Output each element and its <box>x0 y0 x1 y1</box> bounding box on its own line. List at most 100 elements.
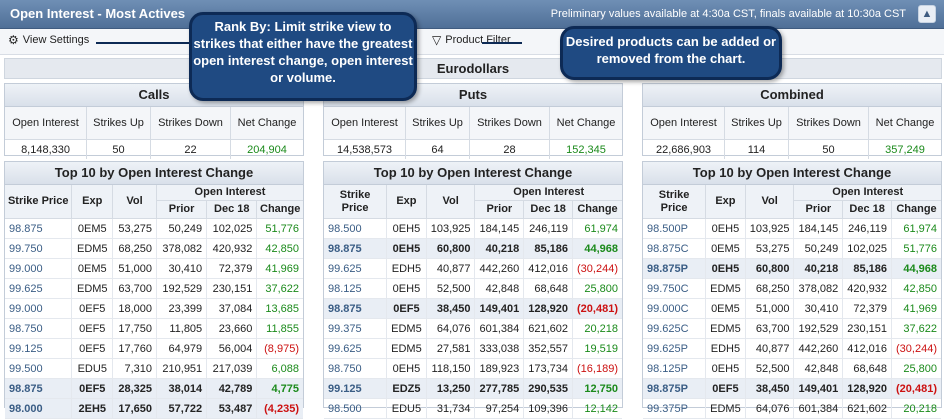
current-cell: 246,119 <box>523 218 574 239</box>
current-cell: 246,119 <box>842 218 893 239</box>
vol-cell: 38,450 <box>745 378 795 399</box>
strike-cell: 99.625C <box>643 318 707 339</box>
current-cell: 56,004 <box>206 338 258 359</box>
window-titlebar: Open Interest - Most Actives Preliminary… <box>0 0 944 29</box>
current-header: Dec 18 <box>206 200 258 219</box>
change-cell: 51,776 <box>891 238 941 259</box>
exp-header: Exp <box>705 185 746 219</box>
exp-cell: EDH5 <box>386 258 427 279</box>
view-settings-button[interactable]: ⚙ View Settings <box>8 33 89 47</box>
strike-cell: 99.125 <box>5 338 73 359</box>
change-cell: 44,968 <box>891 258 941 279</box>
table-row: 99.000 0EF5 18,000 23,399 37,084 13,685 <box>5 298 303 319</box>
exp-cell: 0EM5 <box>705 238 746 259</box>
prior-cell: 442,260 <box>793 338 844 359</box>
current-cell: 102,025 <box>842 238 893 259</box>
summary-title: Combined <box>643 84 941 107</box>
change-cell: 12,750 <box>572 378 622 399</box>
table-row: 99.375 EDM5 64,076 601,384 621,602 20,218 <box>324 318 622 339</box>
change-cell: 25,800 <box>891 358 941 379</box>
table-row: 99.625 EDM5 27,581 333,038 352,557 19,519 <box>324 338 622 359</box>
change-cell: 42,850 <box>256 238 303 259</box>
table-row: 99.125 0EF5 17,760 64,979 56,004 (8,975) <box>5 338 303 359</box>
table-row: 99.000C 0EM5 51,000 30,410 72,379 41,969 <box>643 298 941 319</box>
current-cell: 230,151 <box>206 278 258 299</box>
table-row: 99.750 EDM5 68,250 378,082 420,932 42,850 <box>5 238 303 259</box>
prior-cell: 64,979 <box>156 338 208 359</box>
strike-cell: 99.375P <box>643 398 707 419</box>
strike-cell: 99.000C <box>643 298 707 319</box>
strike-cell: 99.125 <box>324 378 388 399</box>
exp-cell: 0EF5 <box>705 378 746 399</box>
exp-cell: 0EF5 <box>71 318 114 339</box>
vol-cell: 68,250 <box>112 238 157 259</box>
summary-table: Open Interest Strikes Up Strikes Down Net C… <box>324 107 622 159</box>
change-cell: (8,975) <box>256 338 303 359</box>
prior-cell: 30,410 <box>156 258 208 279</box>
summary-col-header: Open Interest <box>5 107 88 140</box>
change-cell: 42,850 <box>891 278 941 299</box>
current-cell: 173,734 <box>523 358 574 379</box>
change-cell: (30,244) <box>572 258 622 279</box>
current-cell: 42,789 <box>206 378 258 399</box>
vol-cell: 64,076 <box>426 318 476 339</box>
current-header: Dec 18 <box>523 200 574 219</box>
exp-cell: EDM5 <box>386 318 427 339</box>
vol-cell: 18,000 <box>112 298 157 319</box>
exp-cell: 0EH5 <box>386 278 427 299</box>
summary-value: 50 <box>788 139 870 159</box>
top10-title: Top 10 by Open Interest Change <box>5 162 303 185</box>
vol-cell: 60,800 <box>745 258 795 279</box>
current-cell: 420,932 <box>842 278 893 299</box>
current-cell: 53,487 <box>206 398 258 419</box>
vol-cell: 52,500 <box>745 358 795 379</box>
change-cell: 19,519 <box>572 338 622 359</box>
strike-cell: 98.500P <box>643 218 707 239</box>
vol-cell: 17,750 <box>112 318 157 339</box>
exp-cell: 0EM5 <box>705 298 746 319</box>
products-callout-text: Desired products can be added or removed… <box>565 34 777 66</box>
strike-price-header: Strike Price <box>5 185 73 219</box>
rank-callout-arrow <box>96 42 192 44</box>
prior-header: Prior <box>474 200 525 219</box>
current-cell: 72,379 <box>842 298 893 319</box>
table-row: 99.625 EDH5 40,877 442,260 412,016 (30,244) <box>324 258 622 279</box>
summary-value: 22,686,903 <box>643 139 726 159</box>
strike-cell: 99.000 <box>5 298 73 319</box>
prior-cell: 57,722 <box>156 398 208 419</box>
chevron-up-icon[interactable]: ▲ <box>918 5 936 23</box>
prior-header: Prior <box>793 200 844 219</box>
rank-by-callout-text: Rank By: Limit strike view to strikes th… <box>193 19 413 85</box>
vol-cell: 52,500 <box>426 278 476 299</box>
table-row: 99.750C EDM5 68,250 378,082 420,932 42,850 <box>643 278 941 299</box>
change-cell: 61,974 <box>891 218 941 239</box>
vol-cell: 27,581 <box>426 338 476 359</box>
top10-title: Top 10 by Open Interest Change <box>324 162 622 185</box>
exp-cell: EDM5 <box>705 318 746 339</box>
exp-cell: EDM5 <box>386 338 427 359</box>
current-cell: 420,932 <box>206 238 258 259</box>
strike-cell: 98.875 <box>324 298 388 319</box>
vol-cell: 63,700 <box>745 318 795 339</box>
table-row: 99.125 EDZ5 13,250 277,785 290,535 12,750 <box>324 378 622 399</box>
current-cell: 85,186 <box>842 258 893 279</box>
change-cell: 12,142 <box>572 398 622 419</box>
product-filter-button[interactable]: ▽ Product Filter <box>432 33 511 47</box>
strike-cell: 98.875P <box>643 258 707 279</box>
prior-cell: 40,218 <box>793 258 844 279</box>
view-settings-label: View Settings <box>22 34 90 46</box>
open-interest-header: Open Interest <box>474 185 622 201</box>
summary-table: Open Interest Strikes Up Strikes Down Net C… <box>5 107 303 159</box>
prior-cell: 210,951 <box>156 358 208 379</box>
vol-cell: 17,760 <box>112 338 157 359</box>
change-cell: (20,481) <box>891 378 941 399</box>
vol-cell: 64,076 <box>745 398 795 419</box>
change-cell: 41,969 <box>891 298 941 319</box>
change-cell: (4,235) <box>256 398 303 419</box>
summary-col-header: Strikes Down <box>788 107 870 140</box>
change-cell: 61,974 <box>572 218 622 239</box>
prior-cell: 11,805 <box>156 318 208 339</box>
combined-summary-panel: Combined Open Interest Strikes Up Strikes D… <box>642 83 942 159</box>
table-row: 99.500 EDU5 7,310 210,951 217,039 6,088 <box>5 358 303 379</box>
prior-cell: 149,401 <box>474 298 525 319</box>
